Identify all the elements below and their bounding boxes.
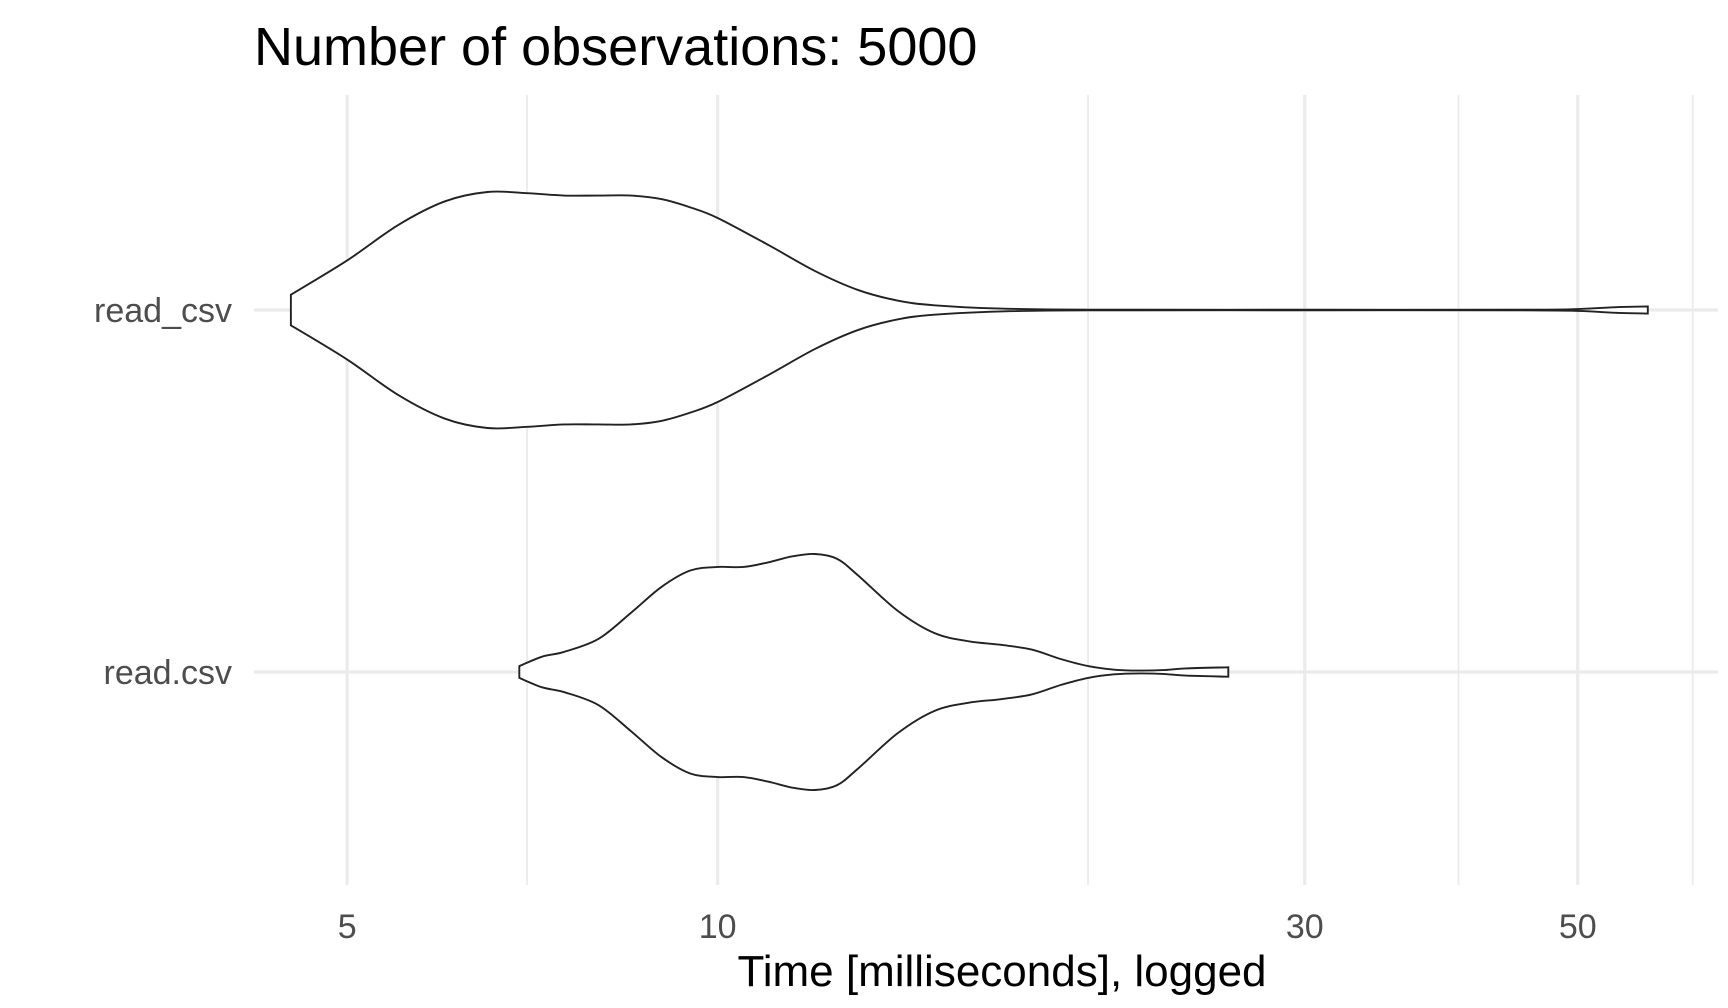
x-axis-title: Time [milliseconds], logged: [737, 947, 1266, 996]
y-axis-category-labels: read_csv read.csv: [94, 292, 232, 692]
violins: [289, 190, 1649, 792]
y-category-label: read.csv: [104, 654, 233, 692]
chart-title: Number of observations: 5000: [254, 17, 977, 77]
x-tick-label: 50: [1559, 908, 1597, 946]
violin-read-csv: [518, 552, 1230, 792]
x-tick-label: 5: [338, 908, 357, 946]
x-tick-label: 30: [1286, 908, 1324, 946]
violin-read-csv: [289, 190, 1649, 430]
x-tick-label: 10: [699, 908, 737, 946]
x-axis-tick-labels: 5 10 30 50: [338, 908, 1597, 946]
y-category-label: read_csv: [94, 292, 232, 330]
